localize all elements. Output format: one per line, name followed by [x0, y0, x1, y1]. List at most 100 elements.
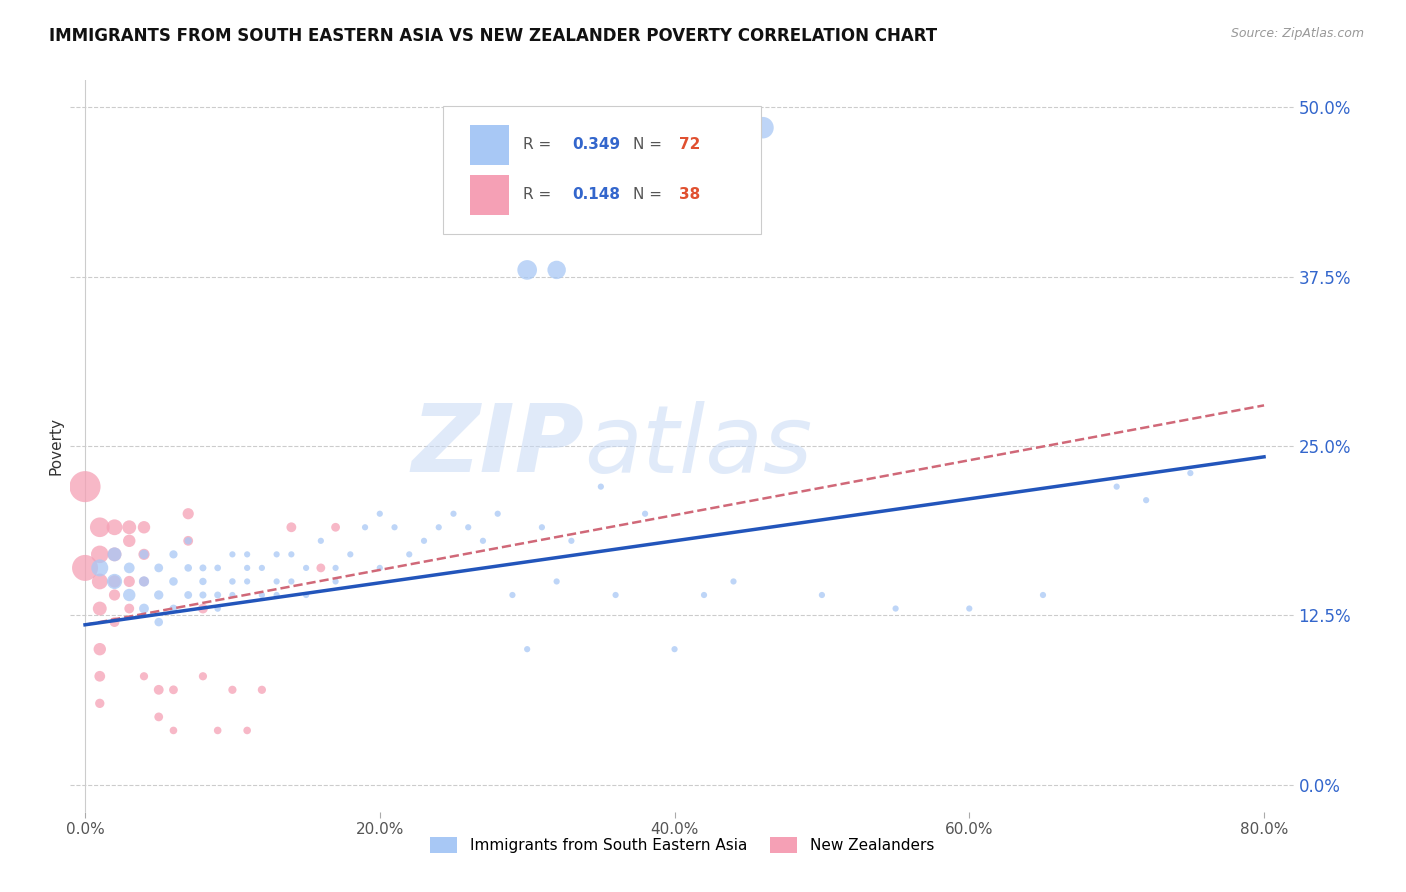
Point — [295, 561, 318, 575]
Text: atlas: atlas — [583, 401, 813, 491]
Text: 72: 72 — [679, 137, 700, 153]
Point — [236, 723, 259, 738]
Point — [384, 520, 406, 534]
Point — [546, 574, 568, 589]
Point — [398, 547, 420, 561]
Point — [236, 561, 259, 575]
Point — [132, 520, 155, 534]
Point — [89, 642, 111, 657]
Point — [354, 520, 377, 534]
Point — [884, 601, 907, 615]
Point — [162, 682, 184, 697]
Point — [148, 615, 170, 629]
Point — [443, 507, 465, 521]
Point — [325, 574, 347, 589]
Point — [339, 547, 361, 561]
Point — [73, 561, 96, 575]
Point — [427, 520, 450, 534]
Point — [132, 574, 155, 589]
Point — [89, 561, 111, 575]
Point — [162, 601, 184, 615]
Point — [811, 588, 834, 602]
Legend: Immigrants from South Eastern Asia, New Zealanders: Immigrants from South Eastern Asia, New … — [423, 830, 941, 859]
Point — [457, 520, 479, 534]
Text: IMMIGRANTS FROM SOUTH EASTERN ASIA VS NEW ZEALANDER POVERTY CORRELATION CHART: IMMIGRANTS FROM SOUTH EASTERN ASIA VS NE… — [49, 27, 938, 45]
Point — [132, 547, 155, 561]
Point — [501, 588, 523, 602]
Point — [530, 520, 553, 534]
Point — [118, 588, 141, 602]
Point — [191, 669, 214, 683]
Point — [162, 574, 184, 589]
Point — [266, 574, 288, 589]
Point — [634, 507, 657, 521]
Point — [309, 561, 332, 575]
Point — [413, 533, 436, 548]
Point — [191, 588, 214, 602]
Point — [162, 723, 184, 738]
Bar — [470, 125, 509, 165]
Point — [1180, 466, 1202, 480]
Point — [221, 547, 243, 561]
Point — [309, 533, 332, 548]
Point — [103, 588, 125, 602]
Point — [280, 520, 302, 534]
Text: 0.349: 0.349 — [572, 137, 620, 153]
Point — [250, 682, 273, 697]
Text: 0.148: 0.148 — [572, 187, 620, 202]
Point — [73, 480, 96, 494]
Text: ZIP: ZIP — [411, 400, 583, 492]
Point — [177, 533, 200, 548]
FancyBboxPatch shape — [443, 106, 762, 234]
Point — [1105, 480, 1128, 494]
Point — [664, 642, 686, 657]
Point — [132, 601, 155, 615]
Point — [118, 561, 141, 575]
Point — [103, 547, 125, 561]
Point — [236, 547, 259, 561]
Point — [207, 561, 229, 575]
Point — [132, 547, 155, 561]
Text: R =: R = — [523, 187, 555, 202]
Point — [280, 547, 302, 561]
Text: Source: ZipAtlas.com: Source: ZipAtlas.com — [1230, 27, 1364, 40]
Point — [207, 588, 229, 602]
Point — [103, 547, 125, 561]
Point — [207, 601, 229, 615]
Point — [177, 533, 200, 548]
Point — [471, 533, 494, 548]
Point — [295, 588, 318, 602]
Point — [132, 574, 155, 589]
Point — [266, 547, 288, 561]
Point — [177, 507, 200, 521]
Point — [148, 682, 170, 697]
Point — [148, 561, 170, 575]
Point — [516, 263, 538, 277]
Point — [148, 588, 170, 602]
Point — [132, 669, 155, 683]
Point — [221, 588, 243, 602]
Point — [693, 588, 716, 602]
Text: 38: 38 — [679, 187, 700, 202]
Point — [250, 588, 273, 602]
Point — [605, 588, 627, 602]
Point — [560, 533, 582, 548]
Point — [221, 574, 243, 589]
Point — [148, 710, 170, 724]
Point — [118, 520, 141, 534]
Point — [191, 574, 214, 589]
Point — [118, 533, 141, 548]
Point — [236, 574, 259, 589]
Point — [1032, 588, 1054, 602]
Point — [546, 263, 568, 277]
Point — [191, 561, 214, 575]
Point — [118, 574, 141, 589]
Point — [103, 615, 125, 629]
Point — [221, 682, 243, 697]
Bar — [470, 175, 509, 215]
Point — [103, 520, 125, 534]
Text: R =: R = — [523, 137, 555, 153]
Point — [325, 561, 347, 575]
Point — [177, 561, 200, 575]
Y-axis label: Poverty: Poverty — [48, 417, 63, 475]
